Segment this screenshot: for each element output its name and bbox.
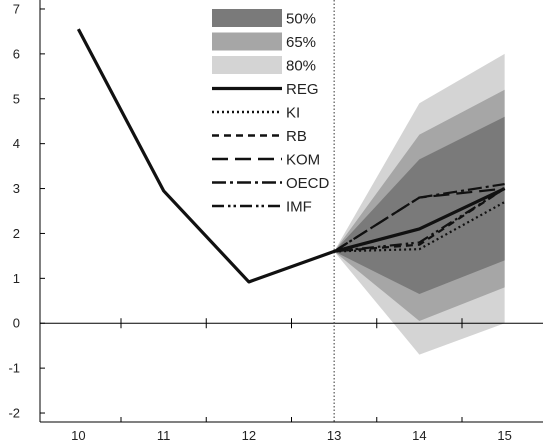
- y-tick-label: 5: [13, 91, 20, 106]
- legend-label-65: 65%: [286, 34, 316, 51]
- legend-label-rb: RB: [286, 128, 307, 145]
- x-tick-label: 11: [157, 428, 171, 443]
- series-line-imf: [334, 187, 506, 253]
- series-line-reg: [76, 28, 506, 284]
- y-tick-label: 3: [13, 181, 20, 196]
- y-tick-label: 7: [13, 1, 20, 16]
- x-tick-label: 15: [497, 428, 511, 443]
- x-tick-label: 10: [71, 428, 85, 443]
- x-tick-label: 14: [412, 428, 426, 443]
- legend-label-50: 50%: [286, 11, 316, 28]
- y-tick-label: 1: [13, 271, 20, 286]
- legend-swatch-80: [212, 56, 282, 74]
- legend-label-oecd: OECD: [286, 175, 330, 192]
- x-tick-label: 13: [327, 428, 341, 443]
- legend-swatch-65: [212, 32, 282, 51]
- y-tick-label: -1: [8, 361, 20, 376]
- y-tick-label: -2: [8, 406, 20, 421]
- y-tick-label: 2: [13, 226, 20, 241]
- fan-band-50: [334, 116, 505, 295]
- legend: 50% 65% 80% REG KI RB KOM OECD IMF: [212, 9, 330, 216]
- series-lines: [76, 28, 506, 284]
- legend-label-ki: KI: [286, 105, 300, 122]
- legend-label-80: 80%: [286, 58, 316, 75]
- series-line-oecd: [333, 182, 505, 253]
- legend-swatch-50: [212, 9, 282, 27]
- series-line-ki: [334, 201, 506, 253]
- fan-bands: [334, 53, 505, 355]
- legend-label-imf: IMF: [286, 199, 312, 216]
- x-tick-label: 12: [242, 428, 256, 443]
- y-tick-label: 4: [13, 136, 20, 151]
- y-tick-label: 6: [13, 46, 20, 61]
- legend-label-reg: REG: [286, 81, 319, 98]
- legend-label-kom: KOM: [286, 152, 320, 169]
- y-tick-label: 0: [13, 316, 20, 331]
